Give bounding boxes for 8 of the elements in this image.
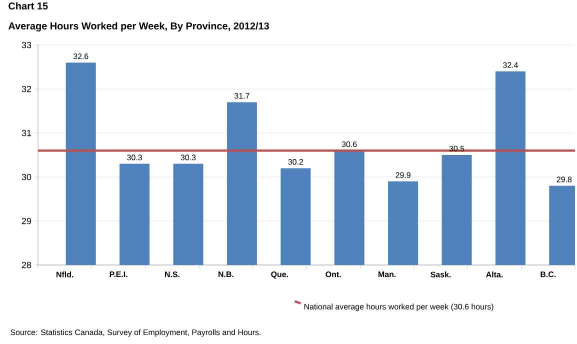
y-tick-label: 28 bbox=[22, 262, 32, 268]
y-tick-label: 31 bbox=[22, 130, 32, 136]
chart-title: Chart 15 bbox=[8, 2, 48, 10]
y-tick-label: 30 bbox=[22, 174, 32, 180]
chart-subtitle: Average Hours Worked per Week, By Province, 2012/13 bbox=[8, 22, 269, 32]
y-tick-label: 32 bbox=[22, 86, 32, 92]
y-tick-label: 29 bbox=[22, 218, 32, 224]
y-tick-label: 33 bbox=[22, 42, 32, 48]
